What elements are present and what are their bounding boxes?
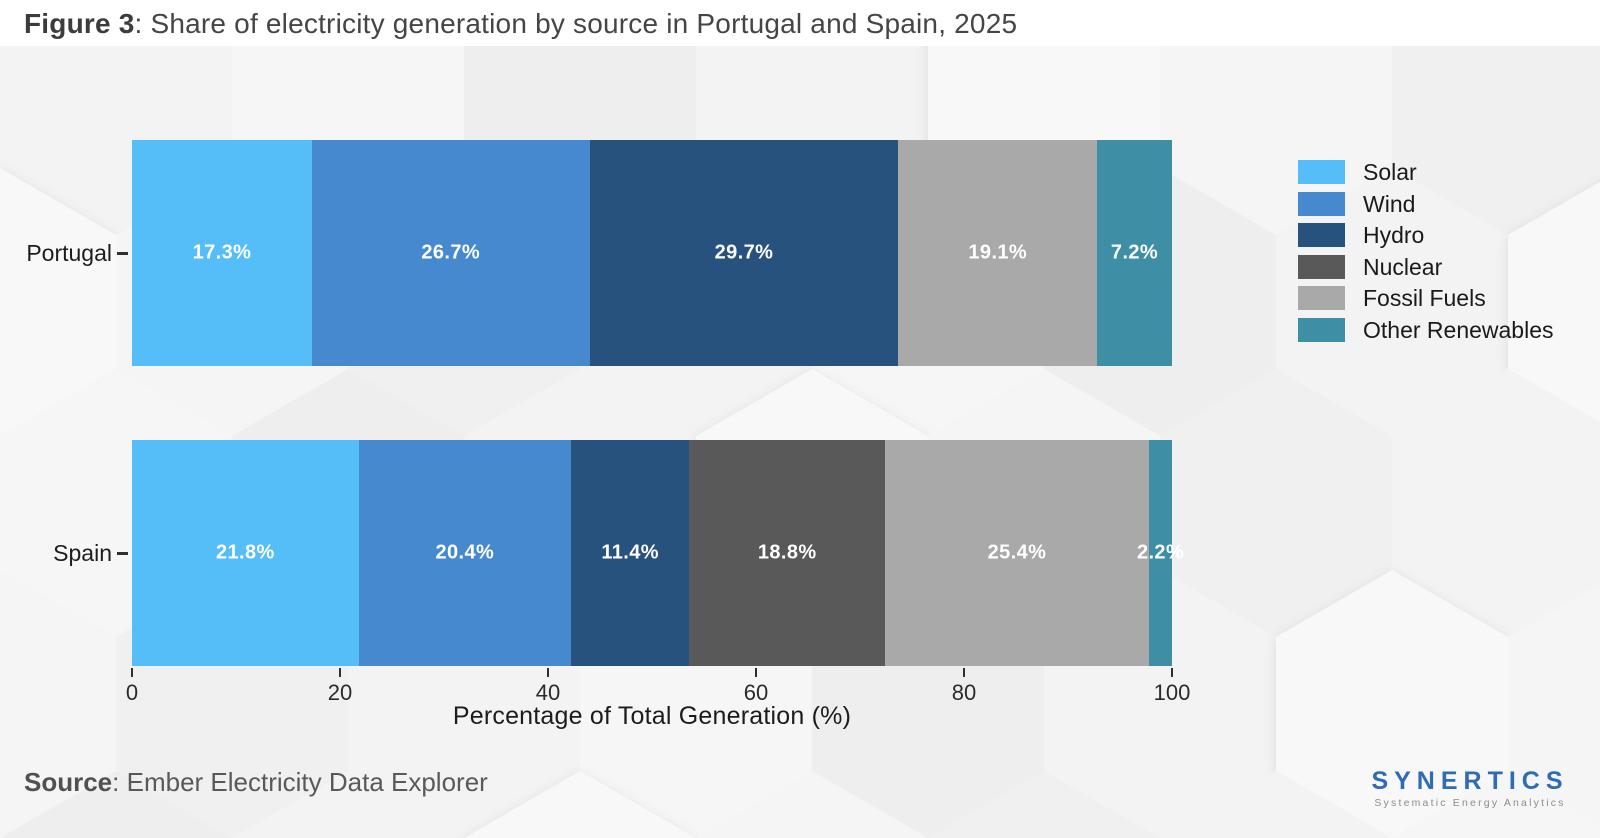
bar-portugal: 17.3% 26.7% 29.7% 19.1% 7.2% (132, 140, 1172, 366)
bar-spain: 21.8% 20.4% 11.4% 18.8% 25.4% 2.2% (132, 440, 1184, 666)
hexagon-tile (232, 771, 464, 838)
segment-value-label: 11.4% (601, 541, 659, 564)
x-tick (339, 668, 341, 677)
y-tick (117, 252, 128, 255)
segment-value-label: 26.7% (421, 241, 481, 264)
source-text: : Ember Electricity Data Explorer (112, 767, 488, 797)
hexagon-tile (1508, 583, 1600, 825)
segment-value-label: 19.1% (968, 241, 1028, 264)
legend-label: Nuclear (1363, 253, 1443, 280)
figure-title: Figure 3: Share of electricity generatio… (24, 7, 1017, 41)
logo-tagline: Systematic Energy Analytics (1374, 797, 1566, 809)
bar-segment-portugal-solar: 17.3% (132, 140, 312, 366)
legend-swatch (1298, 191, 1345, 216)
category-label-spain: Spain (53, 540, 112, 566)
x-tick (963, 668, 965, 677)
x-tick-label: 20 (327, 680, 353, 705)
figure-title-text: : Share of electricity generation by sou… (134, 8, 1018, 39)
hexagon-tile (1160, 369, 1392, 637)
segment-value-label: 18.8% (757, 541, 817, 564)
hexagon-tile (0, 168, 116, 436)
legend-row-fossil-fuels: Fossil Fuels (1298, 286, 1486, 310)
hexagon-tile (0, 570, 116, 838)
legend-label: Fossil Fuels (1363, 285, 1486, 311)
hexagon-tile (928, 771, 1160, 838)
source-note: Source: Ember Electricity Data Explorer (24, 766, 488, 798)
x-tick (547, 668, 549, 677)
segment-value-label: 29.7% (714, 241, 774, 264)
legend-row-other-renewables: Other Renewables (1298, 316, 1554, 343)
hexagon-tile (1392, 771, 1600, 838)
legend-swatch (1298, 254, 1345, 279)
bar-segment-spain-other-renewables: 2.2% (1137, 440, 1184, 666)
synertics-logo: SYNERTICS Systematic Energy Analytics (1368, 768, 1572, 809)
x-tick-label: 40 (535, 680, 561, 705)
bar-segment-spain-nuclear: 18.8% (689, 440, 885, 666)
title-bar (0, 0, 1600, 46)
hexagon-tile (696, 771, 928, 838)
legend-row-solar: Solar (1298, 160, 1417, 184)
bar-segment-portugal-fossil-fuels: 19.1% (898, 140, 1098, 366)
legend-label: Other Renewables (1363, 316, 1554, 343)
segment-value-label: 2.2% (1136, 541, 1185, 564)
source-label: Source (24, 767, 113, 797)
segment-value-label: 20.4% (435, 541, 495, 564)
hexagon-tile (0, 771, 232, 838)
hexagon-tile (464, 771, 696, 838)
legend-label: Hydro (1363, 222, 1425, 248)
bar-segment-spain-fossil-fuels: 25.4% (884, 440, 1150, 666)
x-tick (131, 668, 133, 677)
y-tick (117, 552, 128, 555)
legend-label: Solar (1363, 159, 1417, 185)
bar-segment-portugal-wind: 26.7% (311, 140, 590, 366)
hexagon-tile (1392, 0, 1600, 235)
legend-row-hydro: Hydro (1298, 223, 1424, 247)
x-tick-label: 80 (951, 680, 977, 705)
hexagon-tile (1392, 369, 1600, 637)
segment-value-label: 7.2% (1110, 241, 1159, 264)
x-tick-label: 60 (743, 680, 769, 705)
figure-label: Figure 3 (24, 8, 135, 39)
bar-segment-spain-solar: 21.8% (132, 440, 359, 666)
bar-segment-spain-hydro: 11.4% (570, 440, 690, 666)
x-tick-label: 0 (125, 680, 139, 705)
bar-segment-spain-wind: 20.4% (358, 440, 571, 666)
x-tick (755, 668, 757, 677)
segment-value-label: 25.4% (987, 541, 1047, 564)
x-tick-label: 100 (1153, 680, 1191, 705)
bar-segment-portugal-other-renewables: 7.2% (1097, 140, 1172, 366)
legend-row-nuclear: Nuclear (1298, 253, 1443, 280)
legend-swatch (1298, 286, 1345, 310)
legend-row-wind: Wind (1298, 190, 1416, 217)
logo-wordmark: SYNERTICS (1371, 767, 1569, 795)
hexagon-tile (1276, 570, 1508, 838)
x-tick (1171, 668, 1173, 677)
hexagon-tile (1508, 181, 1600, 423)
legend-label: Wind (1363, 190, 1416, 217)
category-label-portugal: Portugal (26, 240, 112, 266)
legend-swatch (1298, 223, 1345, 247)
segment-value-label: 21.8% (216, 541, 275, 564)
x-axis-label: Percentage of Total Generation (%) (452, 702, 852, 730)
legend-swatch (1298, 160, 1345, 184)
hexagon-tile (1160, 771, 1392, 838)
segment-value-label: 17.3% (192, 241, 252, 264)
legend-swatch (1298, 317, 1345, 342)
bar-segment-portugal-hydro: 29.7% (589, 140, 899, 366)
